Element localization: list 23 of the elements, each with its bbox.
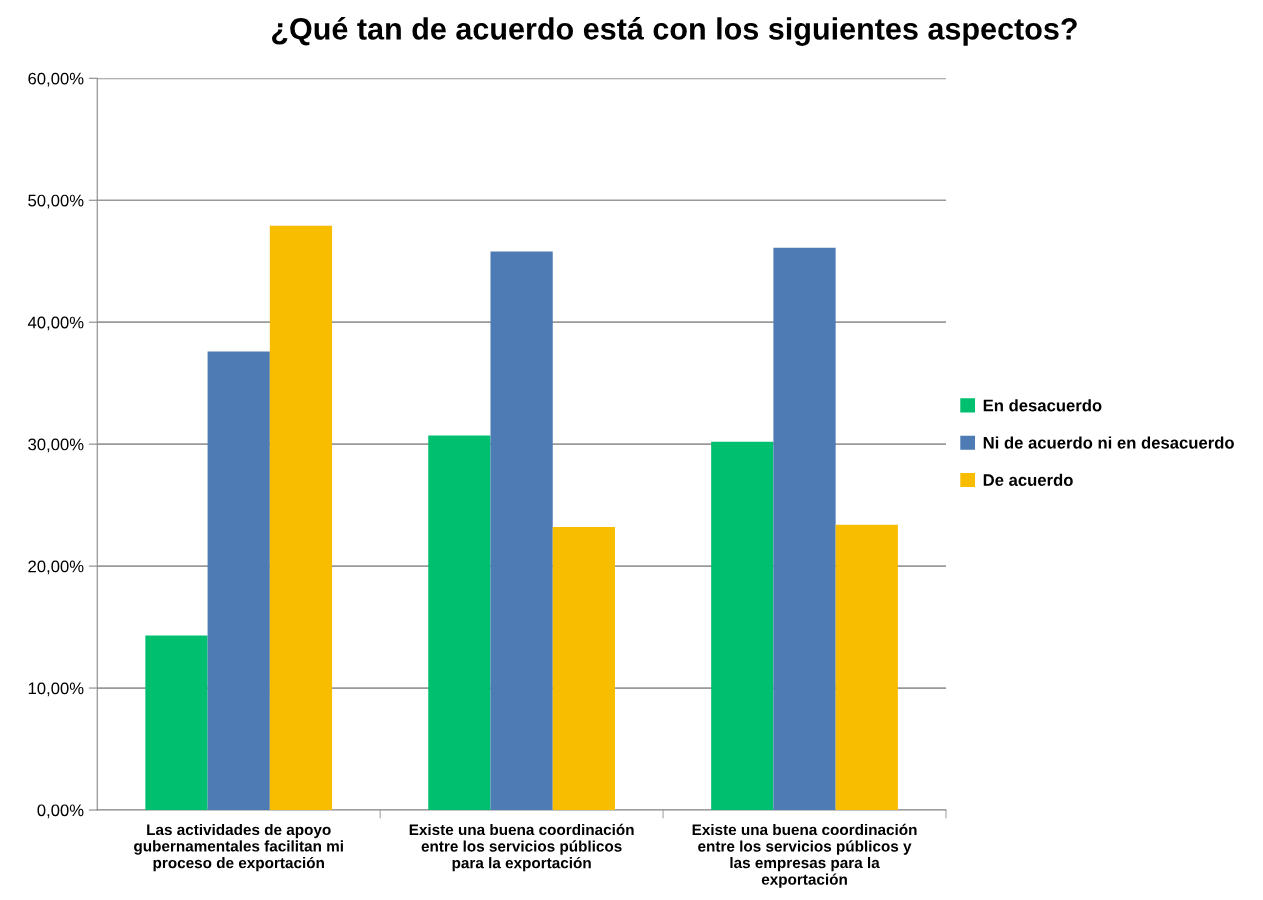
x-tick-label: Existe una buena coordinación entre los servicios públicos para la exportación	[409, 823, 634, 872]
bar	[145, 635, 208, 810]
y-tick-label: 50,00%	[28, 194, 84, 209]
legend-label: Ni de acuerdo ni en desacuerdo	[983, 436, 1234, 449]
y-tick-label: 10,00%	[28, 682, 84, 697]
y-tick-label: 30,00%	[28, 438, 84, 453]
legend-label: De acuerdo	[983, 473, 1073, 486]
x-tick-label: Existe una buena coordinación entre los servicios públicos y las empresas para la exportación	[692, 823, 917, 888]
y-tick-label: 20,00%	[28, 560, 84, 575]
x-tick-label: Las actividades de apoyo gubernamentales facilitan mi proceso de exportación	[134, 823, 343, 872]
y-tick-label: 40,00%	[27, 316, 84, 331]
bar	[835, 524, 898, 810]
bar	[773, 247, 836, 810]
legend-label: En desacuerdo	[983, 399, 1102, 412]
chart-title: ¿Qué tan de acuerdo está con los siguientes aspectos?	[272, 17, 1077, 46]
bar	[552, 527, 615, 810]
y-tick-label: 60,00%	[28, 72, 84, 87]
bar	[428, 435, 491, 810]
bar	[269, 225, 333, 810]
bar	[490, 251, 553, 810]
y-tick-label: 0,00%	[37, 804, 84, 819]
bar	[207, 351, 270, 810]
bar	[711, 441, 774, 810]
